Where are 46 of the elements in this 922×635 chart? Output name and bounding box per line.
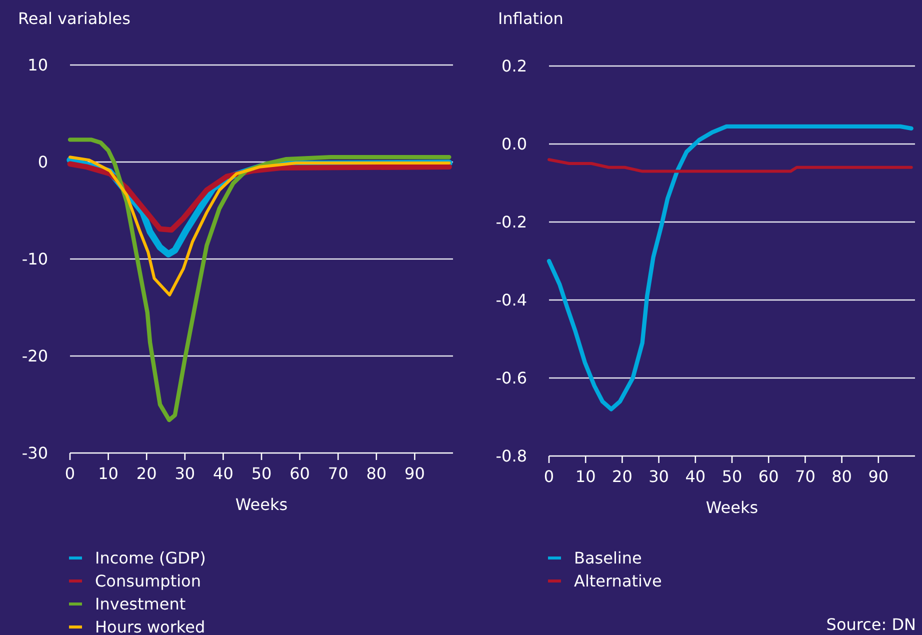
- legend-label: Hours worked: [95, 618, 206, 635]
- x-tick-label: 60: [758, 467, 779, 486]
- x-tick-label: 80: [366, 464, 387, 483]
- y-tick-label: -0.8: [496, 446, 527, 466]
- legend-label: Investment: [95, 594, 186, 614]
- y-tick-label: 0.0: [502, 134, 527, 154]
- line-series: [546, 124, 914, 412]
- y-tick-label: 0.2: [502, 56, 527, 76]
- chart-title: Inflation: [498, 9, 564, 28]
- y-tick-label: 10: [28, 56, 48, 75]
- legend-label: Baseline: [574, 548, 642, 568]
- y-tick-label: 0: [38, 152, 48, 172]
- y-tick-label: -0.6: [496, 368, 527, 388]
- source-note: Source: DN: [826, 615, 916, 634]
- legend-label: Income (GDP): [95, 548, 206, 568]
- x-axis-title: Weeks: [235, 495, 288, 514]
- x-tick-label: 90: [868, 467, 889, 486]
- x-tick-label: 0: [64, 464, 76, 483]
- x-tick-label: 70: [328, 464, 348, 483]
- x-tick-label: 20: [612, 467, 632, 486]
- x-tick-label: 50: [722, 467, 742, 486]
- x-tick-label: 30: [174, 464, 196, 483]
- x-tick-label: 70: [795, 467, 816, 486]
- line-series: [68, 156, 451, 296]
- x-tick-label: 30: [648, 467, 669, 486]
- x-tick-label: 0: [544, 467, 554, 486]
- x-tick-label: 50: [251, 464, 272, 483]
- x-tick-label: 40: [213, 464, 234, 483]
- line-series: [548, 158, 913, 173]
- y-tick-label: -10: [22, 250, 48, 269]
- line-series: [68, 138, 452, 422]
- x-tick-label: 10: [98, 464, 118, 483]
- x-tick-label: 60: [290, 464, 310, 483]
- legend-label: Alternative: [574, 572, 662, 591]
- x-axis-title: Weeks: [706, 498, 758, 517]
- legend-label: Consumption: [95, 572, 201, 591]
- chart-title: Real variables: [18, 9, 130, 28]
- y-tick-label: -30: [22, 444, 48, 463]
- x-tick-label: 80: [832, 467, 852, 486]
- x-tick-label: 90: [404, 464, 425, 483]
- x-tick-label: 40: [685, 467, 706, 486]
- x-tick-label: 20: [136, 464, 157, 483]
- y-tick-label: -20: [22, 346, 48, 366]
- y-tick-label: -0.4: [496, 290, 527, 310]
- x-tick-label: 10: [575, 467, 596, 486]
- y-tick-label: -0.2: [496, 212, 527, 232]
